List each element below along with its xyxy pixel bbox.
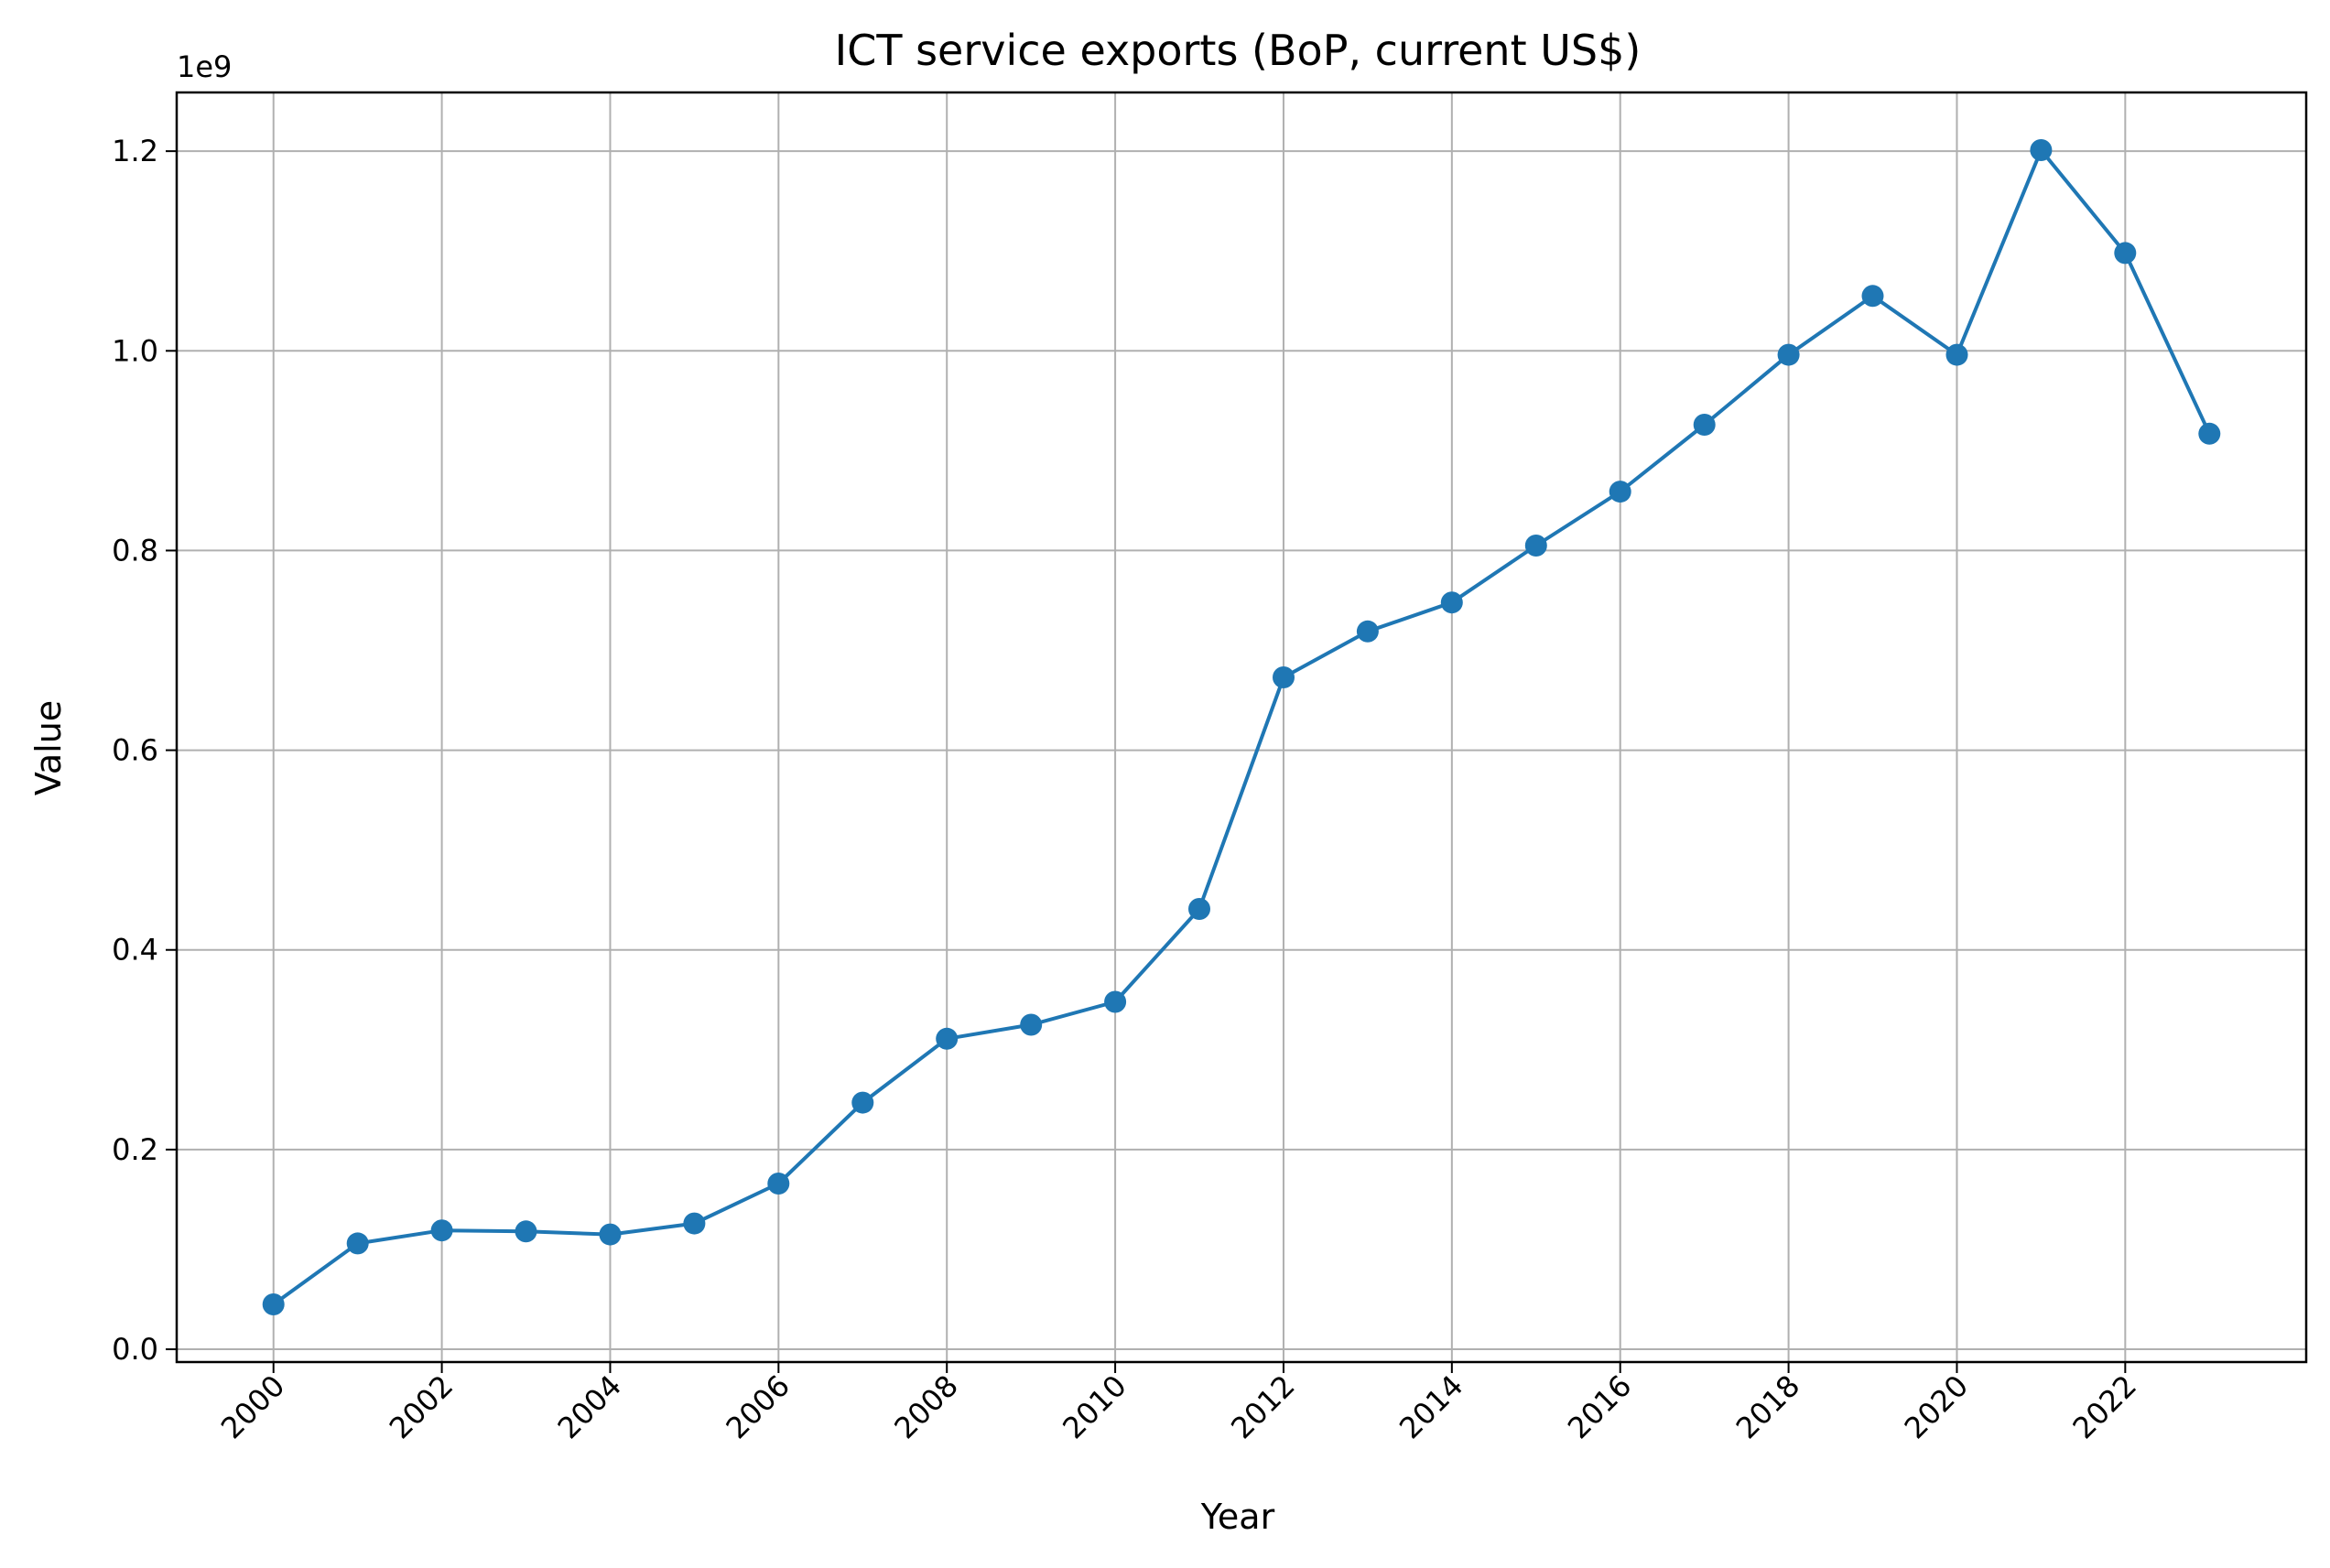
data-point-2010 xyxy=(1104,990,1127,1013)
data-point-2016 xyxy=(1609,481,1631,503)
y-tick-label: 0.4 xyxy=(112,933,158,968)
plot-frame xyxy=(175,91,2308,1364)
data-point-2006 xyxy=(767,1173,790,1195)
data-point-2023 xyxy=(2198,422,2221,445)
y-tick-label: 0.2 xyxy=(112,1132,158,1167)
data-point-2018 xyxy=(1777,343,1800,366)
data-point-2021 xyxy=(2030,139,2053,161)
data-point-2011 xyxy=(1188,898,1210,920)
data-point-2012 xyxy=(1273,666,1295,688)
data-point-2013 xyxy=(1356,620,1379,643)
data-point-2019 xyxy=(1861,285,1884,308)
data-point-2002 xyxy=(430,1219,453,1242)
y-offset-label: 1e9 xyxy=(177,49,232,84)
y-tick-label: 1.0 xyxy=(112,333,158,368)
x-axis-label: Year xyxy=(1200,1497,1275,1537)
y-tick-label: 0.8 xyxy=(112,533,158,568)
data-point-2000 xyxy=(262,1293,285,1315)
y-tick-label: 0.0 xyxy=(112,1332,158,1367)
data-point-2022 xyxy=(2114,242,2137,265)
chart-title: ICT service exports (BoP, current US$) xyxy=(835,26,1642,75)
series-line xyxy=(271,148,2212,1306)
data-point-2003 xyxy=(515,1220,537,1243)
data-point-2017 xyxy=(1693,414,1716,436)
y-axis-label: Value xyxy=(28,700,69,795)
data-point-2005 xyxy=(683,1212,706,1235)
data-point-2004 xyxy=(599,1223,622,1246)
series-layer xyxy=(262,139,2221,1315)
data-point-2014 xyxy=(1440,591,1463,614)
data-point-2015 xyxy=(1524,535,1547,557)
grid xyxy=(177,92,2306,1362)
data-point-2008 xyxy=(936,1027,959,1050)
data-point-2001 xyxy=(346,1232,369,1255)
data-point-2020 xyxy=(1945,343,1968,366)
data-point-2009 xyxy=(1020,1013,1043,1036)
data-point-2007 xyxy=(851,1091,874,1114)
y-tick-label: 1.2 xyxy=(112,134,158,168)
y-tick-label: 0.6 xyxy=(112,733,158,768)
